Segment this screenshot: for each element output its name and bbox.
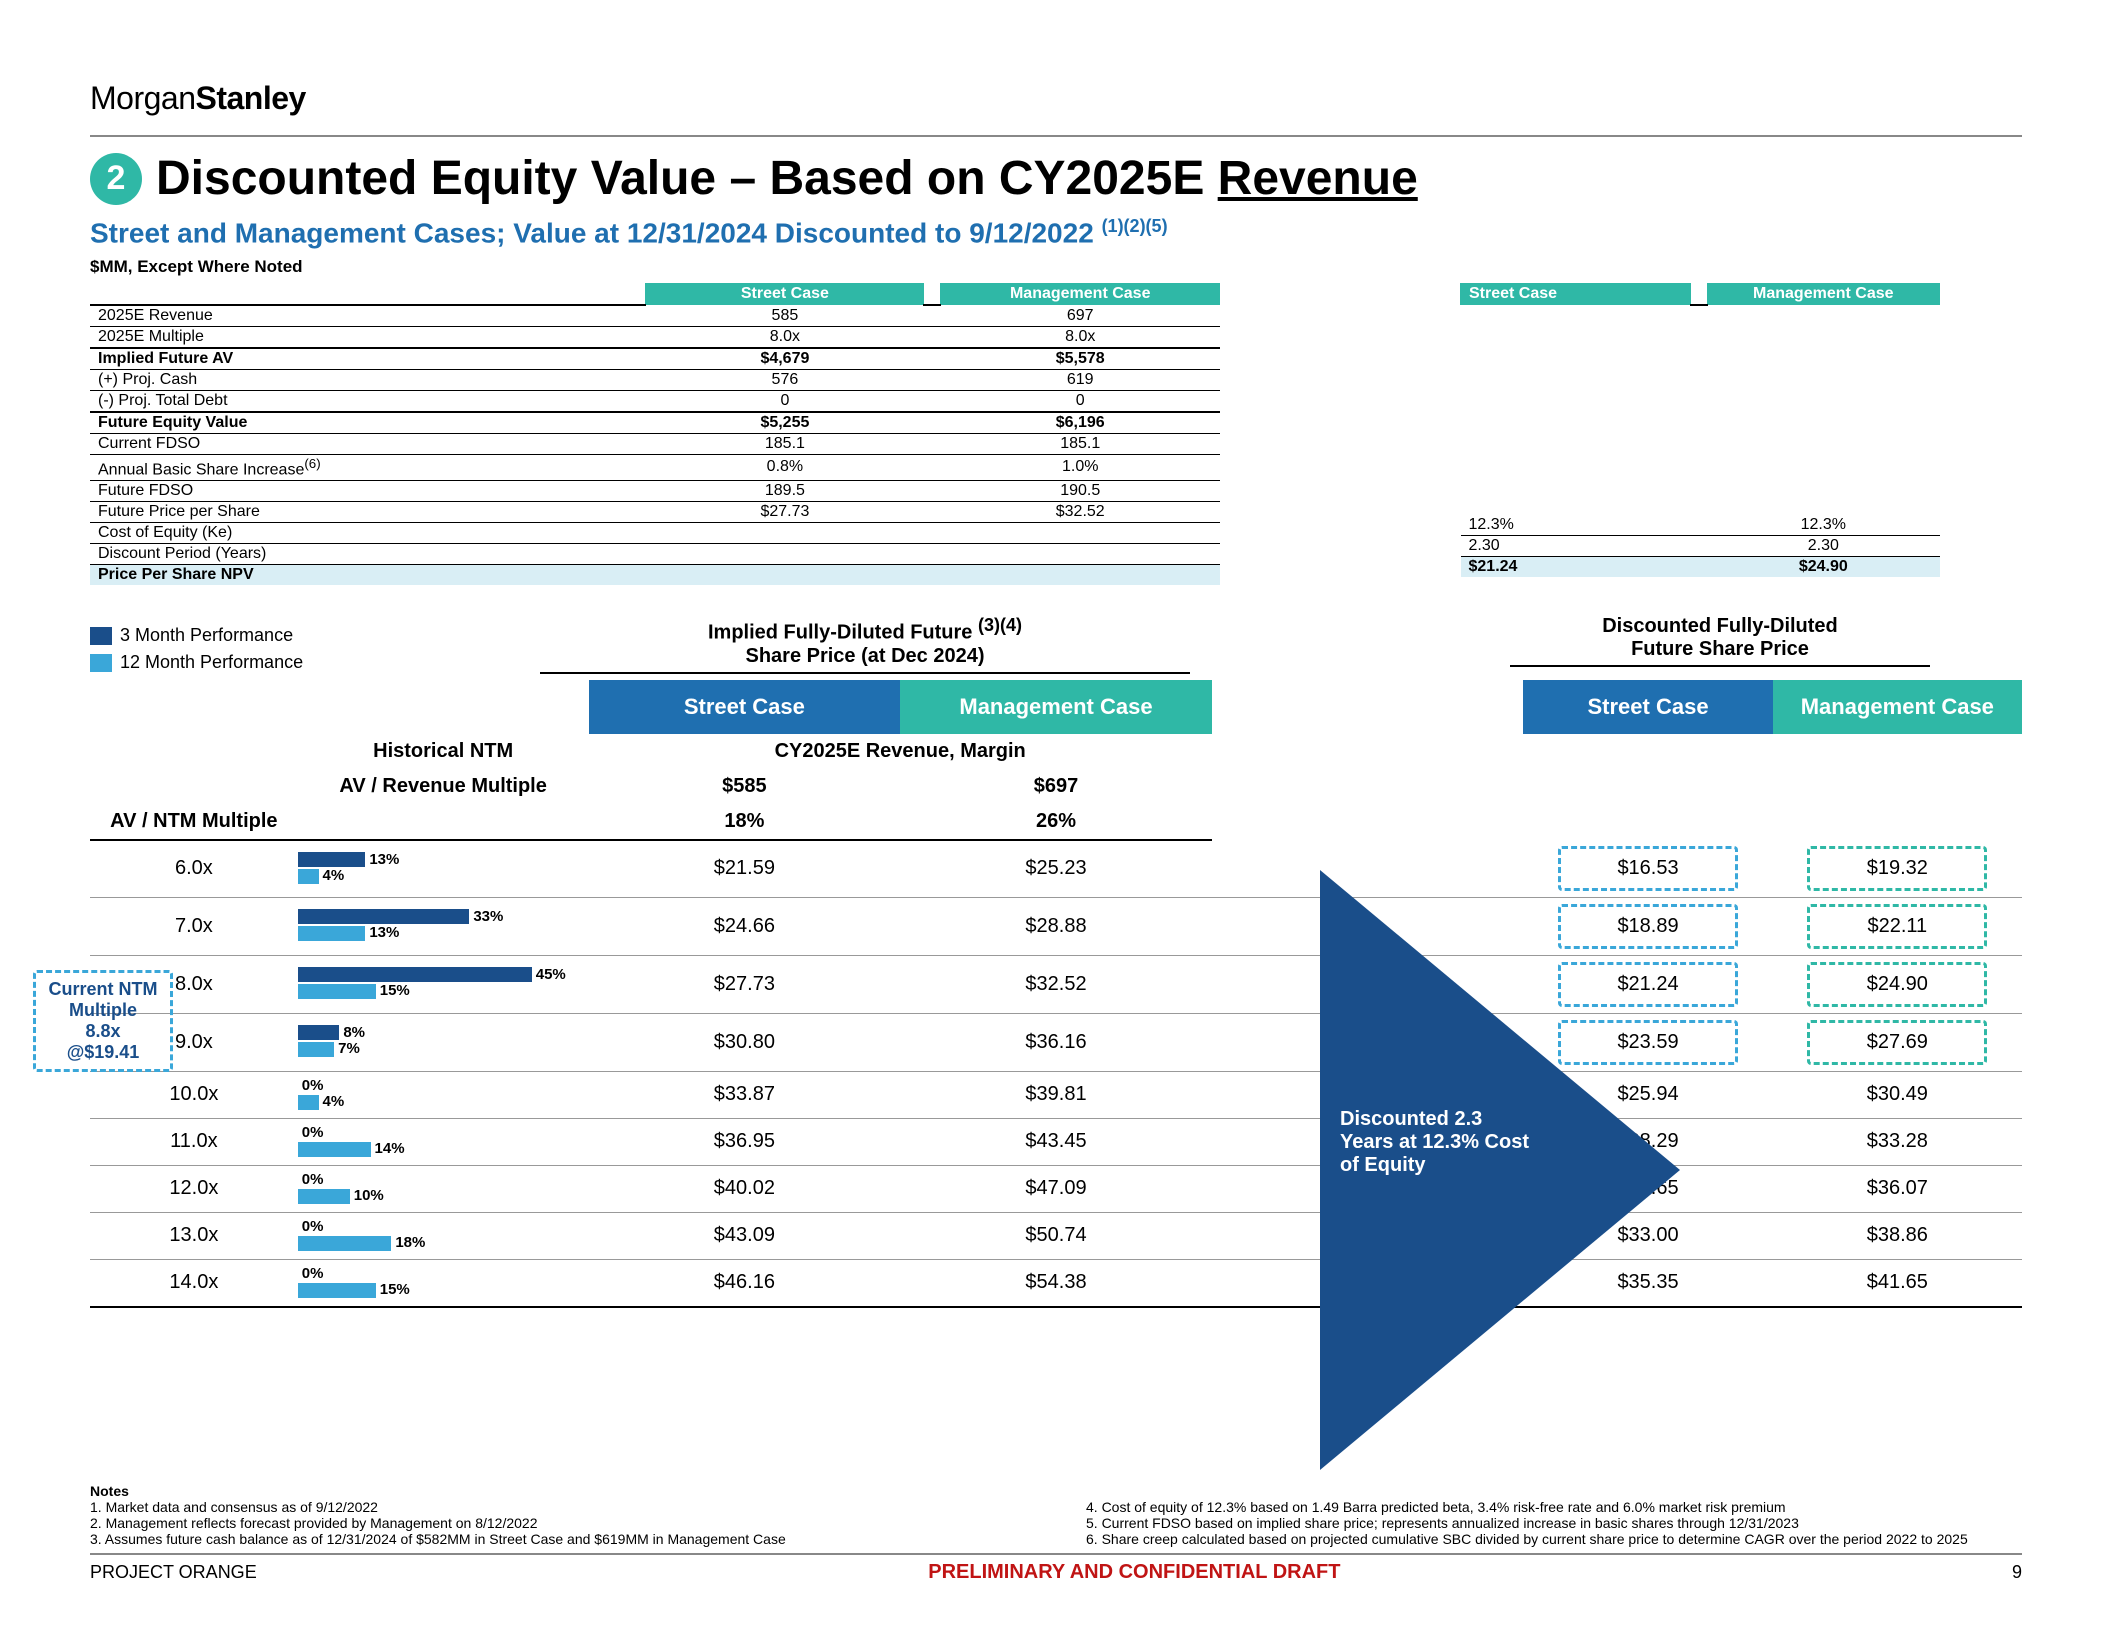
multiple-row: 8.0x45%15%$27.73$32.52$21.24$24.90 bbox=[90, 955, 2022, 1013]
val-row: Annual Basic Share Increase(6)0.8%1.0% bbox=[90, 454, 1220, 480]
footnote: 4. Cost of equity of 12.3% based on 1.49… bbox=[1086, 1499, 2022, 1515]
val-row: Discount Period (Years) bbox=[90, 544, 1220, 565]
multiple-row: 13.0x0%18%$43.09$50.74$33.00$38.86 bbox=[90, 1212, 2022, 1259]
brand-a: Morgan bbox=[90, 80, 196, 116]
footnotes: Notes 1. Market data and consensus as of… bbox=[90, 1483, 2022, 1584]
valuation-table-left: Street Case Management Case 2025E Revenu… bbox=[90, 283, 1220, 585]
footer-page: 9 bbox=[2012, 1562, 2022, 1583]
valuation-table-right: Street Case Management Case 12.3%12.3%2.… bbox=[1460, 283, 1940, 577]
val-row: Current FDSO185.1185.1 bbox=[90, 433, 1220, 454]
val-row-right: 12.3%12.3% bbox=[1461, 515, 1940, 536]
footnote: 6. Share creep calculated based on proje… bbox=[1086, 1531, 2022, 1547]
hdr-street-case-2: Street Case bbox=[1523, 680, 1772, 734]
multiple-row: 14.0x0%15%$46.16$54.38$35.35$41.65 bbox=[90, 1259, 2022, 1307]
col-mgmt: Management Case bbox=[941, 284, 1220, 305]
mid-titles: 3 Month Performance 12 Month Performance… bbox=[90, 615, 2022, 674]
legend-swatch-12m bbox=[90, 654, 112, 672]
val-row: Price Per Share NPV bbox=[90, 565, 1220, 586]
hdr-mgmt-case: Management Case bbox=[900, 680, 1212, 734]
hdr-mgmt-case-2: Management Case bbox=[1773, 680, 2022, 734]
multiples-table: Street Case Management Case Street Case … bbox=[90, 680, 2022, 1308]
val-row: (-) Proj. Total Debt00 bbox=[90, 390, 1220, 412]
val-row: Cost of Equity (Ke) bbox=[90, 523, 1220, 544]
page-subtitle: Street and Management Cases; Value at 12… bbox=[90, 216, 2022, 249]
rule-top bbox=[90, 135, 2022, 137]
val-row-right: $21.24$24.90 bbox=[1461, 556, 1940, 577]
multiple-row: 10.0x0%4%$33.87$39.81$25.94$30.49 bbox=[90, 1071, 2022, 1118]
val-row: 2025E Revenue585697 bbox=[90, 305, 1220, 327]
val-row: (+) Proj. Cash576619 bbox=[90, 369, 1220, 390]
footnote: 5. Current FDSO based on implied share p… bbox=[1086, 1515, 2022, 1531]
multiple-row: 11.0x0%14%$36.95$43.45$28.29$33.28 bbox=[90, 1118, 2022, 1165]
val-row: Future Price per Share$27.73$32.52 bbox=[90, 502, 1220, 523]
multiple-row: 7.0x33%13%$24.66$28.88$18.89$22.11 bbox=[90, 897, 2022, 955]
rule-bottom bbox=[90, 1553, 2022, 1555]
val-row: Future FDSO189.5190.5 bbox=[90, 481, 1220, 502]
footnote: 3. Assumes future cash balance as of 12/… bbox=[90, 1531, 1026, 1547]
page-title: Discounted Equity Value – Based on CY202… bbox=[156, 151, 1418, 206]
multiple-row: 6.0x13%4%$21.59$25.23$16.53$19.32 bbox=[90, 840, 2022, 898]
val-row: 2025E Multiple8.0x8.0x bbox=[90, 326, 1220, 348]
legend-swatch-3m bbox=[90, 627, 112, 645]
brand-logo: MorganStanley bbox=[90, 80, 2022, 117]
col-av-multiple: AV / NTM Multiple bbox=[90, 734, 298, 840]
val-row: Implied Future AV$4,679$5,578 bbox=[90, 348, 1220, 370]
current-multiple-callout: Current NTM Multiple 8.8x @$19.41 bbox=[33, 970, 173, 1072]
val-row-right: 2.302.30 bbox=[1461, 535, 1940, 556]
units-note: $MM, Except Where Noted bbox=[90, 257, 2022, 277]
val-row: Future Equity Value$5,255$6,196 bbox=[90, 412, 1220, 434]
title-row: 2 Discounted Equity Value – Based on CY2… bbox=[90, 151, 2022, 206]
brand-b: Stanley bbox=[196, 80, 306, 116]
hdr-street-case: Street Case bbox=[589, 680, 901, 734]
footer-confidential: PRELIMINARY AND CONFIDENTIAL DRAFT bbox=[928, 1561, 1340, 1584]
section-badge: 2 bbox=[90, 153, 142, 205]
multiple-row: 9.0x8%7%$30.80$36.16$23.59$27.69 bbox=[90, 1013, 2022, 1071]
multiple-row: 12.0x0%10%$40.02$47.09$30.65$36.07 bbox=[90, 1165, 2022, 1212]
footer-project: PROJECT ORANGE bbox=[90, 1562, 257, 1583]
discount-arrow-text: Discounted 2.3 Years at 12.3% Cost of Eq… bbox=[1340, 1108, 1600, 1177]
col-street-r: Street Case bbox=[1461, 284, 1691, 305]
col-mgmt-r: Management Case bbox=[1707, 284, 1939, 305]
footnote: 1. Market data and consensus as of 9/12/… bbox=[90, 1499, 1026, 1515]
legend: 3 Month Performance 12 Month Performance bbox=[90, 625, 510, 673]
footnote: 2. Management reflects forecast provided… bbox=[90, 1515, 1026, 1531]
col-street: Street Case bbox=[646, 284, 924, 305]
